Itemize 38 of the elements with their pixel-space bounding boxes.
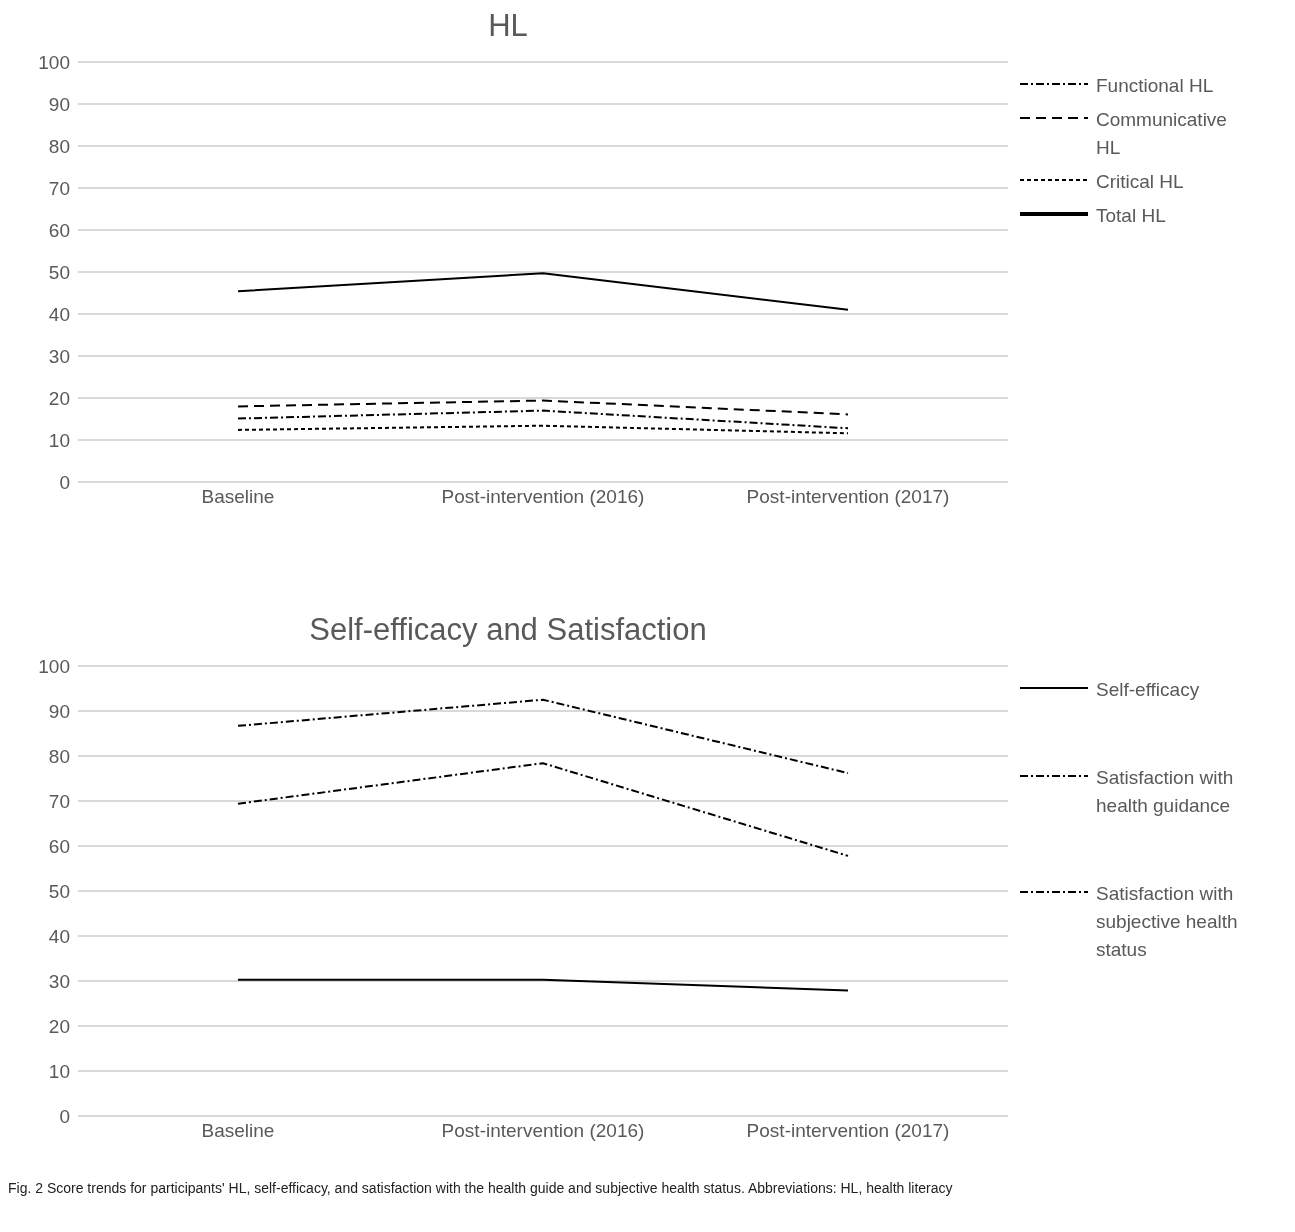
chart-title: HL bbox=[487, 8, 529, 45]
y-tick-label: 0 bbox=[59, 1105, 70, 1127]
y-tick-label: 70 bbox=[48, 790, 70, 812]
y-tick-label: 60 bbox=[48, 219, 70, 241]
legend-label: Total HL bbox=[1096, 204, 1167, 228]
y-tick-label: 80 bbox=[48, 135, 70, 157]
y-tick-label: 10 bbox=[48, 429, 70, 451]
legend-label: Functional HL bbox=[1096, 74, 1215, 98]
y-tick-label: 90 bbox=[48, 93, 70, 115]
y-tick-label: 20 bbox=[48, 387, 70, 409]
legend-label: Critical HL bbox=[1096, 170, 1185, 194]
x-tick-label: Baseline bbox=[201, 1120, 275, 1142]
y-tick-label: 100 bbox=[38, 51, 70, 73]
x-tick-label: Baseline bbox=[201, 486, 275, 508]
y-tick-label: 20 bbox=[48, 1015, 70, 1037]
y-tick-label: 100 bbox=[38, 655, 70, 677]
y-tick-label: 50 bbox=[48, 880, 70, 902]
y-tick-label: 10 bbox=[48, 1060, 70, 1082]
y-tick-label: 30 bbox=[48, 970, 70, 992]
caption: Fig. 2 Score trends for participants' HL, self-efficacy, and satisfaction with the health guide and subjective health status. Abbreviations: HL, health literacy bbox=[8, 1180, 954, 1196]
x-tick-label: Post-intervention (2017) bbox=[746, 486, 950, 508]
y-tick-label: 80 bbox=[48, 745, 70, 767]
x-tick-label: Post-intervention (2016) bbox=[441, 1120, 645, 1142]
chart-title: Self-efficacy and Satisfaction bbox=[308, 612, 708, 649]
y-tick-label: 40 bbox=[48, 303, 70, 325]
legend-label: Communicative HL bbox=[1096, 108, 1228, 160]
y-tick-label: 30 bbox=[48, 345, 70, 367]
y-tick-label: 70 bbox=[48, 177, 70, 199]
y-tick-label: 40 bbox=[48, 925, 70, 947]
y-tick-label: 0 bbox=[59, 471, 70, 493]
x-tick-label: Post-intervention (2016) bbox=[441, 486, 645, 508]
legend-label: Self-efficacy bbox=[1096, 678, 1201, 702]
y-tick-label: 90 bbox=[48, 700, 70, 722]
x-tick-label: Post-intervention (2017) bbox=[746, 1120, 950, 1142]
legend-label: Satisfaction with subjective health status bbox=[1096, 882, 1239, 962]
y-tick-label: 60 bbox=[48, 835, 70, 857]
y-tick-label: 50 bbox=[48, 261, 70, 283]
legend-label: Satisfaction with health guidance bbox=[1096, 766, 1235, 818]
